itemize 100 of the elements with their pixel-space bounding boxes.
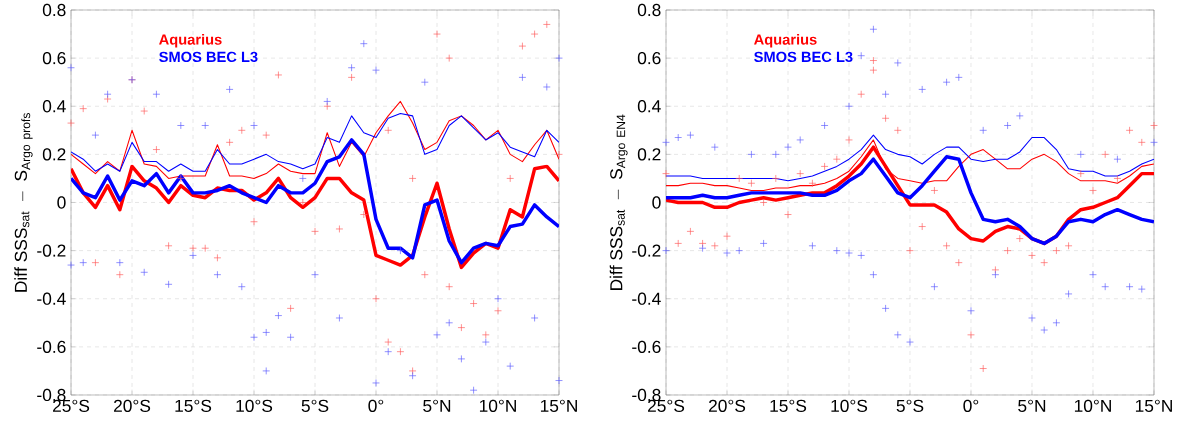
point — [979, 364, 987, 373]
y-tick-label: -0.8 — [37, 388, 66, 402]
point — [518, 42, 527, 50]
point — [1125, 282, 1134, 291]
text: Aquarius — [754, 33, 817, 48]
point — [1052, 318, 1061, 327]
point — [857, 51, 866, 60]
point — [238, 282, 246, 291]
y-tick-label: 0.2 — [42, 148, 66, 161]
point — [164, 242, 173, 250]
line-series — [71, 138, 560, 265]
point — [759, 198, 768, 207]
point — [335, 225, 344, 233]
point — [372, 66, 380, 74]
point — [1101, 282, 1109, 291]
point — [250, 333, 258, 342]
point — [1015, 234, 1024, 243]
point — [250, 121, 258, 130]
point — [747, 179, 756, 188]
x-tick-label: 10°N — [479, 399, 516, 412]
point — [662, 169, 670, 178]
point — [274, 71, 283, 79]
x-tick-label: 10°S — [236, 399, 273, 412]
point — [833, 246, 841, 255]
point — [1089, 270, 1097, 279]
point — [177, 174, 185, 183]
point — [213, 254, 222, 262]
point — [311, 227, 319, 236]
point — [482, 331, 490, 339]
y-tick-label: 0.4 — [42, 100, 66, 113]
point — [91, 131, 100, 139]
point — [67, 119, 75, 127]
point — [140, 268, 149, 277]
point — [808, 242, 817, 250]
point — [1076, 169, 1085, 178]
point — [140, 107, 149, 115]
x-tick-label: 20°S — [114, 399, 151, 412]
point — [299, 174, 307, 183]
point — [555, 150, 563, 159]
point — [954, 258, 963, 267]
point — [906, 338, 914, 346]
point — [893, 126, 902, 135]
point — [201, 244, 210, 253]
point — [1040, 258, 1048, 267]
point — [991, 270, 1000, 279]
point — [820, 121, 829, 130]
point — [445, 54, 454, 62]
point — [869, 66, 878, 74]
point — [530, 314, 539, 322]
point — [711, 143, 719, 151]
point — [893, 331, 902, 339]
point — [698, 239, 707, 248]
point — [967, 331, 975, 339]
point — [771, 150, 780, 159]
point — [360, 210, 368, 219]
point — [469, 386, 478, 394]
point — [494, 294, 502, 303]
point — [1028, 251, 1036, 260]
point — [833, 155, 841, 163]
point — [759, 239, 768, 248]
point — [311, 270, 319, 279]
y-tick-label: -0.4 — [632, 292, 661, 305]
point — [177, 121, 185, 130]
point — [384, 347, 393, 356]
point — [784, 210, 792, 219]
point — [1015, 112, 1024, 120]
point — [881, 114, 890, 123]
point — [262, 131, 271, 139]
point — [686, 227, 695, 236]
x-tick-label: 10°N — [1074, 399, 1111, 412]
point — [396, 246, 405, 255]
point — [152, 145, 161, 154]
point — [1064, 290, 1073, 298]
point — [347, 63, 356, 72]
point — [408, 367, 417, 375]
point — [820, 162, 829, 171]
point — [930, 186, 939, 195]
point — [1089, 186, 1097, 195]
point — [555, 54, 563, 62]
point — [881, 304, 890, 313]
x-tick-label: 5°S — [896, 399, 924, 412]
point — [1101, 150, 1109, 159]
point — [67, 261, 75, 269]
x-tick-label: 15°N — [1135, 399, 1172, 412]
point — [869, 270, 878, 279]
point — [735, 174, 744, 183]
point — [103, 95, 112, 103]
point — [335, 314, 344, 322]
point — [1052, 246, 1061, 255]
point — [323, 97, 332, 106]
x-tick-label: 0° — [368, 399, 384, 412]
point — [79, 258, 88, 267]
y-tick-label: -0.8 — [632, 388, 661, 402]
point — [1076, 150, 1085, 159]
point — [189, 244, 197, 253]
point — [1064, 242, 1073, 250]
point — [784, 143, 792, 151]
point — [250, 217, 258, 226]
x-tick-label: 5°N — [423, 399, 451, 412]
point — [347, 73, 356, 82]
